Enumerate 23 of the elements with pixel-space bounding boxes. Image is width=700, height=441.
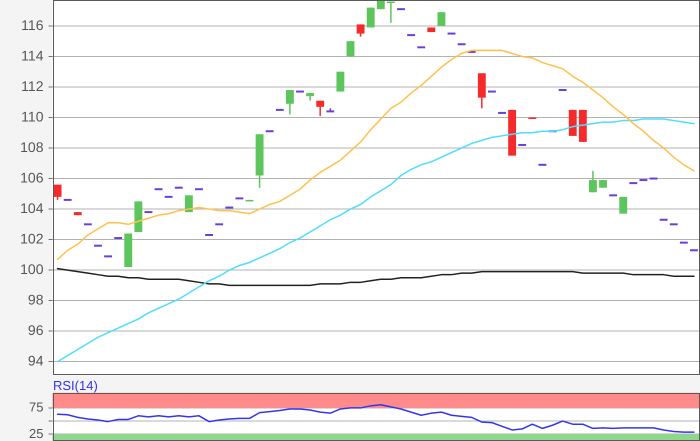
y-tick-label: 106: [20, 169, 44, 186]
y-tick-label: 112: [21, 78, 44, 94]
y-tick-label: 108: [20, 138, 44, 155]
y-tick-label: 104: [20, 200, 44, 216]
candlestick: [366, 6, 375, 28]
candlestick: [386, 0, 395, 24]
candlestick: [336, 70, 344, 92]
y-tick-label: 116: [21, 16, 44, 33]
y-tick-label: 98: [28, 291, 44, 308]
candlestick: [286, 89, 294, 116]
candlestick: [316, 100, 324, 117]
y-tick-label: 75: [29, 400, 44, 415]
y-tick-label: 100: [20, 260, 44, 277]
candlestick: [437, 11, 446, 27]
y-tick-label: 114: [21, 47, 44, 64]
chart-title: RSI(14): [53, 378, 98, 393]
y-tick-label: 25: [29, 426, 44, 441]
y-tick-label: 96: [28, 322, 44, 338]
y-tick-label: 94: [28, 352, 44, 369]
candlestick: [356, 24, 365, 38]
y-tick-label: 110: [21, 108, 44, 124]
y-tick-label: 102: [20, 230, 44, 246]
candlestick: [588, 170, 597, 194]
